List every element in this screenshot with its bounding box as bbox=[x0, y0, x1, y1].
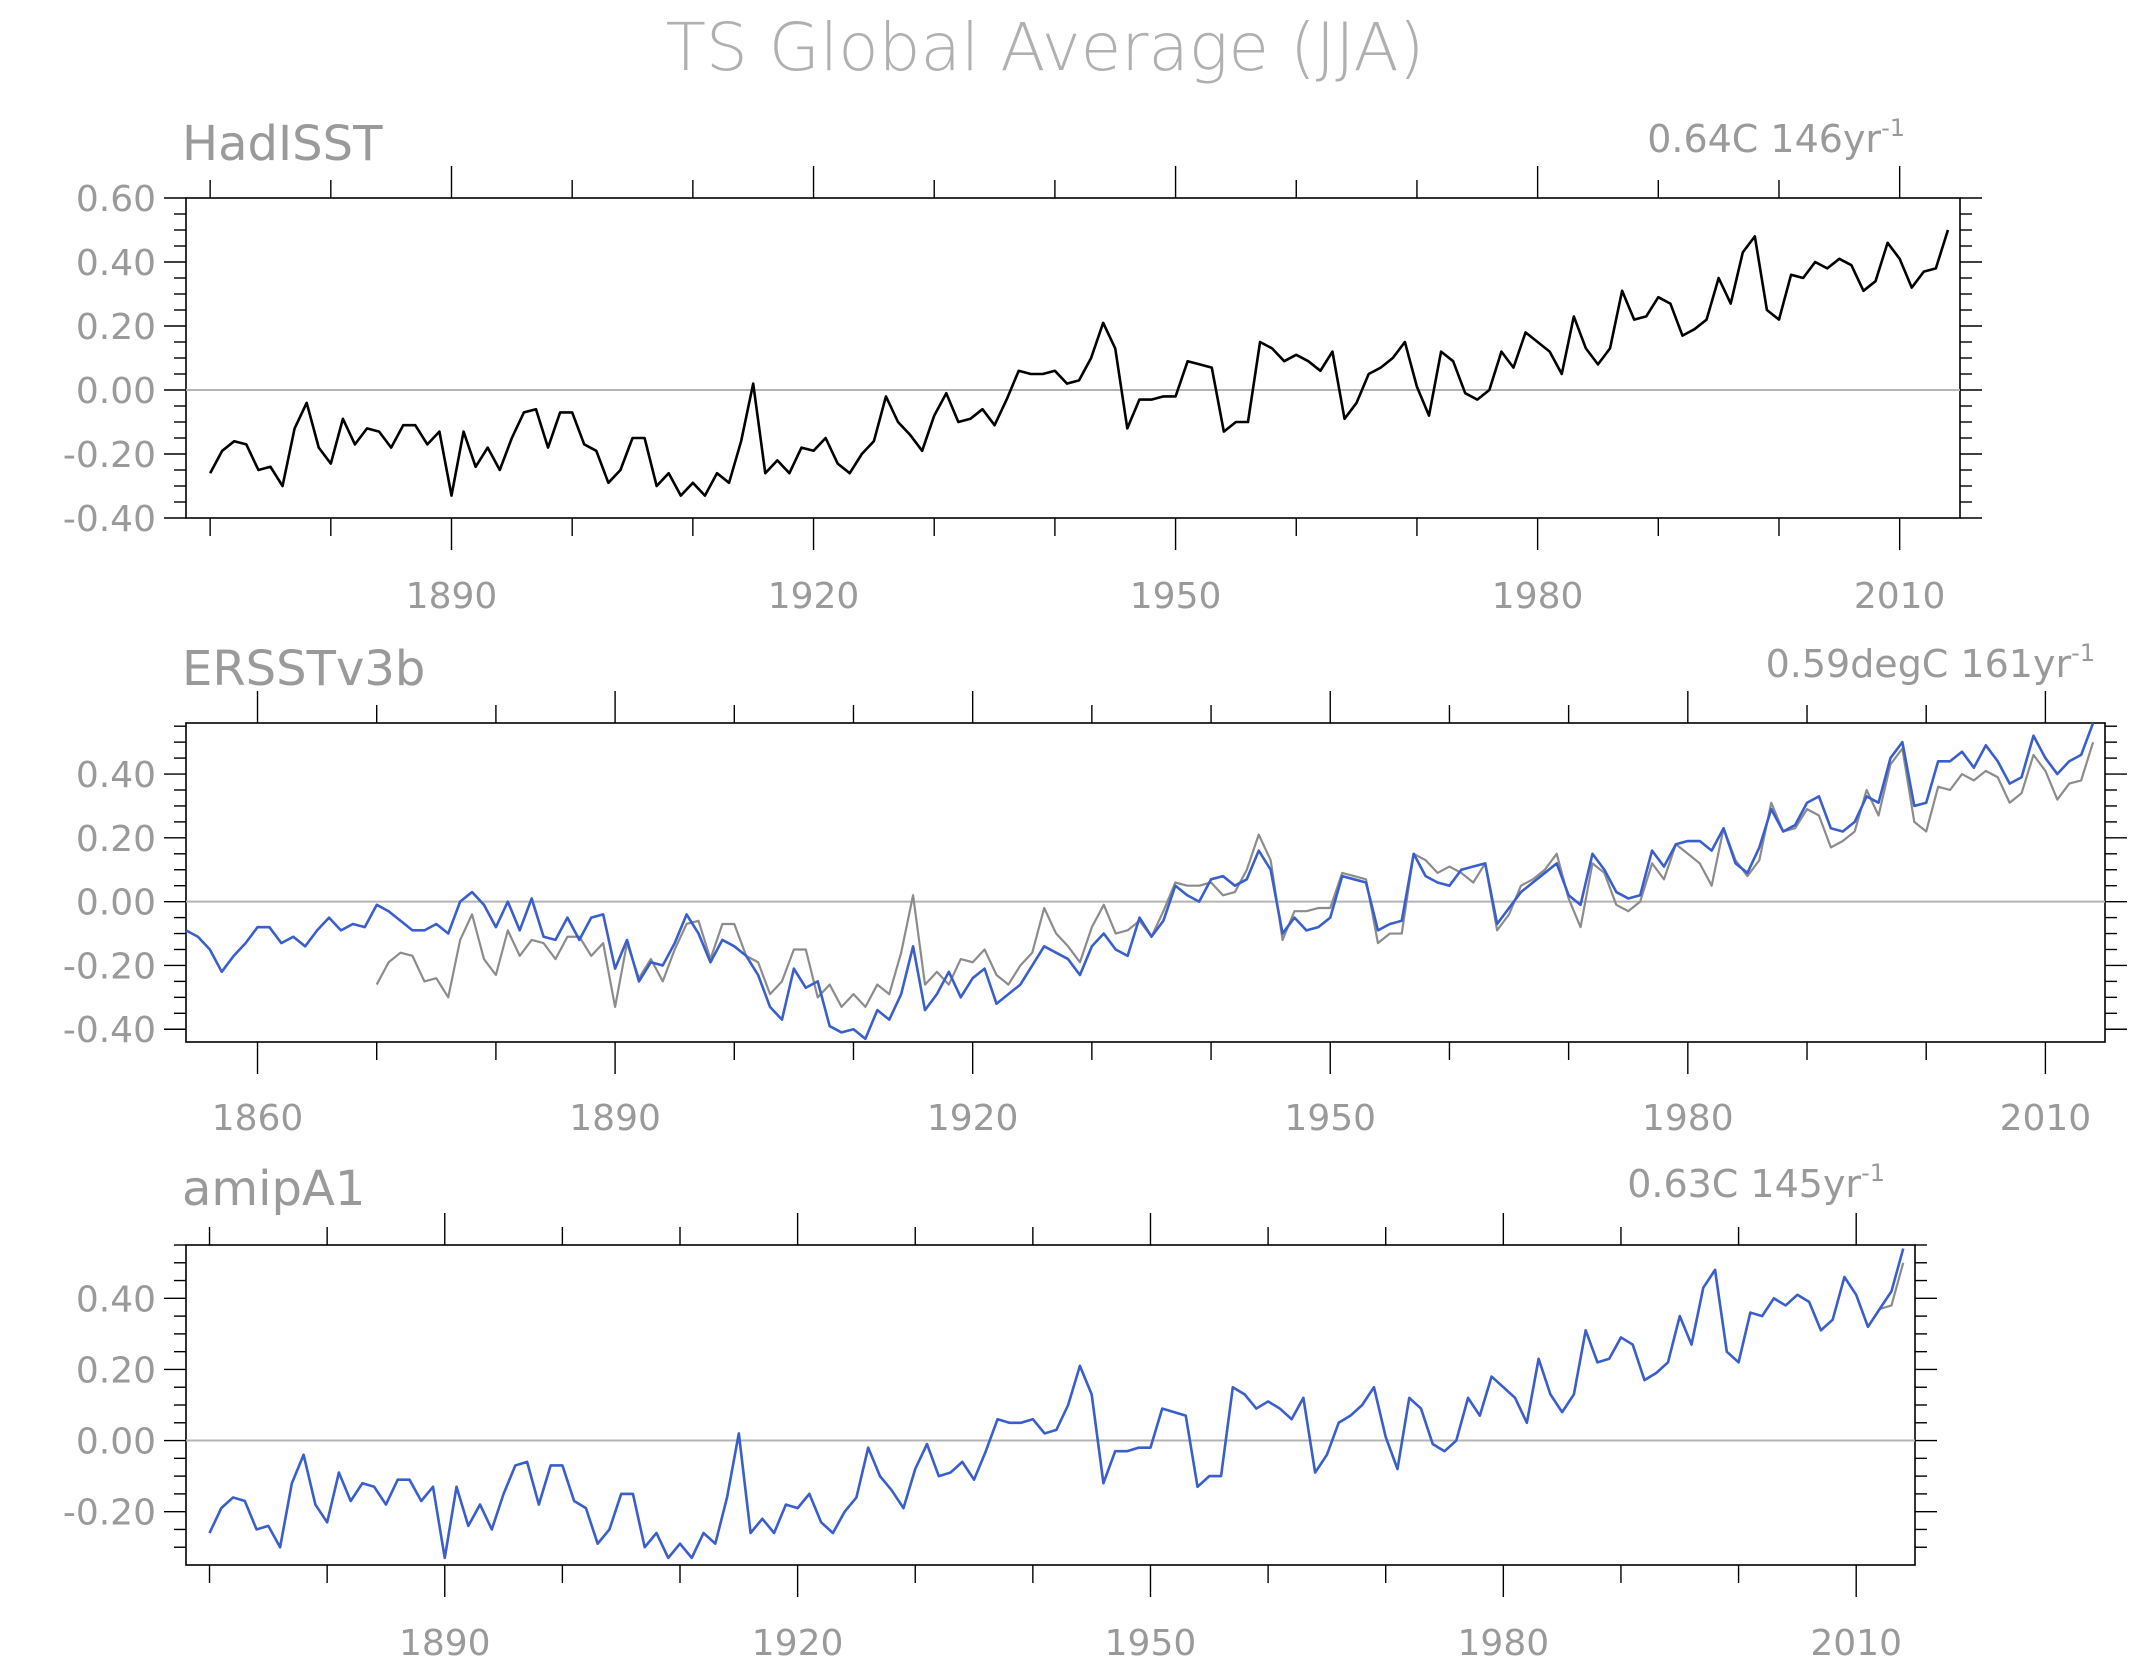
panel-name: amipA1 bbox=[182, 1161, 365, 1217]
x-tick-label: 1890 bbox=[399, 1623, 491, 1661]
x-tick-label: 2010 bbox=[2000, 1098, 2092, 1139]
trend-label: 0.64C 146yr-1 bbox=[1647, 114, 1905, 161]
x-tick-label: 1980 bbox=[1642, 1098, 1734, 1139]
plot-frame bbox=[185, 722, 2106, 1043]
y-tick-label: 0.00 bbox=[76, 1422, 156, 1463]
panel-name: HadISST bbox=[182, 116, 383, 172]
x-tick-label: 1890 bbox=[406, 576, 498, 617]
y-tick-label: 0.40 bbox=[76, 755, 156, 796]
y-tick-label: 0.00 bbox=[76, 371, 156, 412]
y-tick-label: 0.20 bbox=[76, 307, 156, 348]
observed-series-line bbox=[208, 229, 1950, 497]
y-tick-label: -0.40 bbox=[63, 1010, 156, 1051]
panels: HadISST 0.64C 146yr-1 -0.40 -0.20 0.00 0.20 0.… bbox=[63, 114, 2127, 1661]
y-tick-label: 0.20 bbox=[76, 1350, 156, 1391]
x-tick-label: 1950 bbox=[1105, 1623, 1197, 1661]
y-tick-label: 0.40 bbox=[76, 1279, 156, 1320]
plot-frame bbox=[185, 197, 1961, 519]
trend-label: 0.59degC 161yr-1 bbox=[1766, 639, 2095, 686]
x-tick-label: 1980 bbox=[1492, 576, 1584, 617]
y-tick-label: 0.00 bbox=[76, 883, 156, 924]
y-tick-label: -0.40 bbox=[63, 499, 156, 540]
y-tick-label: -0.20 bbox=[63, 435, 156, 476]
x-tick-label: 1980 bbox=[1458, 1623, 1550, 1661]
y-tick-label: 0.40 bbox=[76, 243, 156, 284]
panel-amipa1: amipA1 0.63C 145yr-1 -0.20 0.00 0.20 0.40 1890… bbox=[63, 1159, 1937, 1661]
trend-label: 0.63C 145yr-1 bbox=[1627, 1159, 1885, 1206]
y-tick-label: 0.60 bbox=[76, 179, 156, 220]
model-series-line bbox=[185, 722, 2095, 1041]
x-tick-label: 1920 bbox=[752, 1623, 844, 1661]
x-tick-label: 1920 bbox=[927, 1098, 1019, 1139]
y-tick-label: -0.20 bbox=[63, 1493, 156, 1534]
plot-frame bbox=[185, 1244, 1916, 1566]
x-tick-label: 1860 bbox=[212, 1098, 304, 1139]
chart-title: TS Global Average (JJA) bbox=[666, 9, 1425, 86]
panel-name: ERSSTv3b bbox=[182, 641, 425, 697]
y-tick-label: -0.20 bbox=[63, 946, 156, 987]
panel-hadisst: HadISST 0.64C 146yr-1 -0.40 -0.20 0.00 0.20 0.… bbox=[63, 114, 1982, 617]
model-series-line bbox=[208, 1248, 1905, 1560]
panel-ersstv3b: ERSSTv3b 0.59degC 161yr-1 -0.40 -0.20 0.00 0.… bbox=[63, 639, 2127, 1139]
y-tick-label: 0.20 bbox=[76, 819, 156, 860]
x-tick-label: 2010 bbox=[1854, 576, 1946, 617]
x-tick-label: 1920 bbox=[768, 576, 860, 617]
x-tick-label: 1950 bbox=[1284, 1098, 1376, 1139]
x-tick-label: 1950 bbox=[1130, 576, 1222, 617]
x-tick-label: 1890 bbox=[569, 1098, 661, 1139]
reference-series-line bbox=[375, 741, 2095, 1009]
x-tick-label: 2010 bbox=[1810, 1623, 1902, 1661]
